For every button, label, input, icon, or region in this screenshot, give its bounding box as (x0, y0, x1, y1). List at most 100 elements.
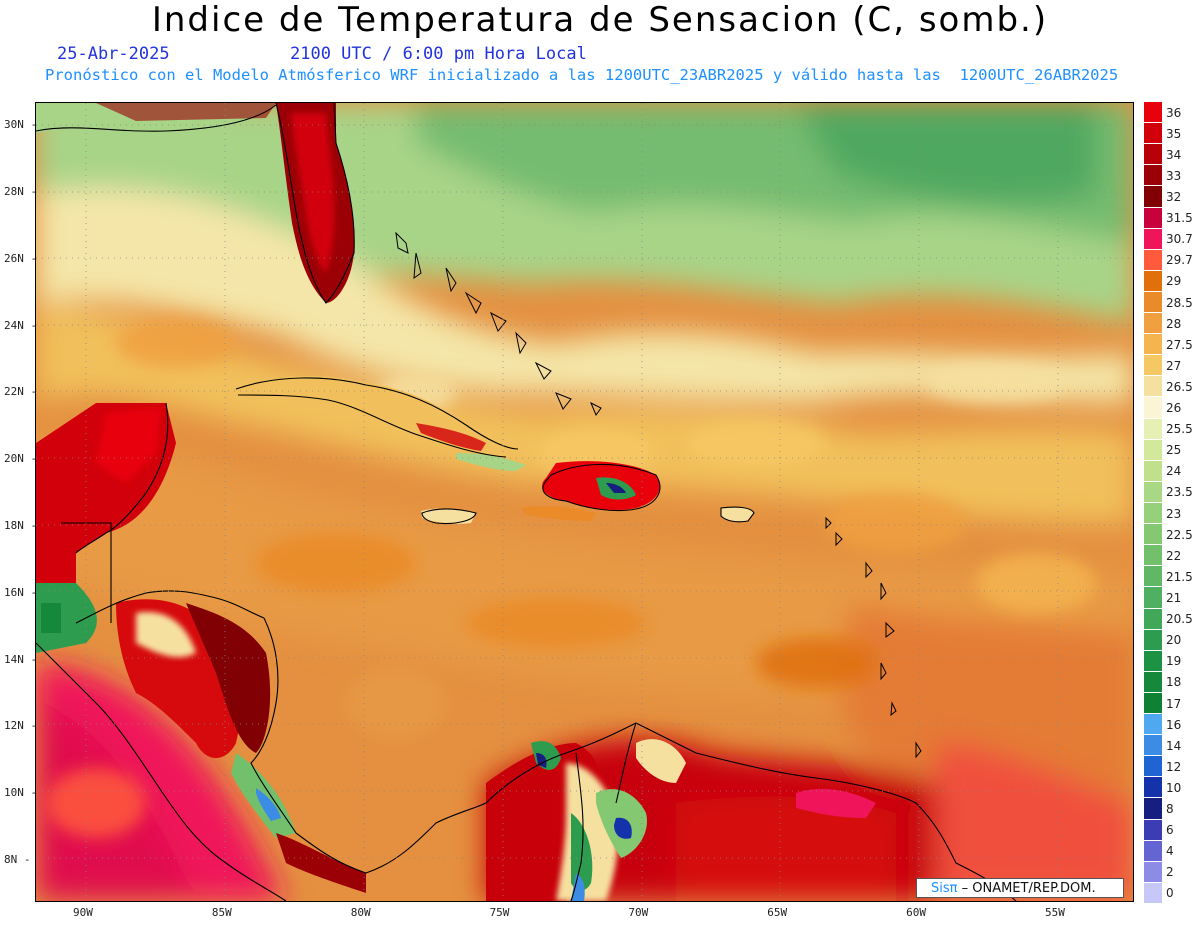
legend-level-label: 30.7 (1166, 232, 1193, 247)
legend-swatch (1144, 608, 1162, 630)
legend-level-label: 23.5 (1166, 485, 1193, 500)
legend-swatch (1144, 735, 1162, 757)
lat-tick-label: 24N - (4, 318, 38, 332)
legend-swatch (1144, 650, 1162, 672)
legend-swatch (1144, 228, 1162, 250)
legend-swatch (1144, 376, 1162, 398)
legend-swatch (1144, 629, 1162, 651)
legend-level-label: 19 (1166, 654, 1182, 669)
legend-swatch (1144, 418, 1162, 440)
lat-tick-label: 12N - (4, 719, 38, 733)
legend-level-label: 35 (1166, 126, 1182, 141)
lat-tick-label: 22N - (4, 385, 38, 399)
legend-level-label: 12 (1166, 759, 1182, 774)
legend-level-label: 27.5 (1166, 337, 1193, 352)
legend-level-label: 26.5 (1166, 379, 1193, 394)
legend-swatch (1144, 144, 1162, 166)
legend-level-label: 20.5 (1166, 612, 1193, 627)
legend-swatch (1144, 861, 1162, 883)
legend-level-label: 28 (1166, 316, 1182, 331)
legend-swatch (1144, 102, 1162, 124)
legend-level-label: 34 (1166, 147, 1182, 162)
legend-swatch (1144, 671, 1162, 693)
credit-text: – ONAMET/REP.DOM. (957, 881, 1096, 896)
forecast-date: 25-Abr-2025 (57, 44, 170, 64)
legend-level-label: 22 (1166, 548, 1182, 563)
legend-level-label: 21 (1166, 590, 1182, 605)
legend-level-label: 32 (1166, 189, 1182, 204)
legend-level-label: 22.5 (1166, 527, 1193, 542)
lon-tick-label: 75W (489, 906, 510, 919)
legend-swatch (1144, 207, 1162, 229)
islands (395, 231, 922, 759)
legend-level-label: 6 (1166, 823, 1174, 838)
legend-swatch (1144, 481, 1162, 503)
model-note: Pronóstico con el Modelo Atmósferico WRF… (45, 66, 1119, 84)
legend-swatch (1144, 355, 1162, 377)
legend-level-label: 25.5 (1166, 422, 1193, 437)
lat-tick-label: 30N - (4, 118, 38, 132)
legend-level-label: 17 (1166, 696, 1182, 711)
lon-tick-label: 60W (906, 906, 927, 919)
legend-swatch (1144, 524, 1162, 546)
legend-level-label: 0 (1166, 886, 1174, 901)
legend-level-label: 26 (1166, 401, 1182, 416)
greater-antilles-land (236, 376, 754, 524)
legend-level-label: 16 (1166, 717, 1182, 732)
legend-swatch (1144, 249, 1162, 271)
legend-level-label: 29 (1166, 274, 1182, 289)
legend-swatch (1144, 714, 1162, 736)
lat-tick-label: 16N - (4, 585, 38, 599)
legend-level-label: 33 (1166, 168, 1182, 183)
color-legend (1144, 102, 1162, 904)
lat-tick-label: 14N - (4, 652, 38, 666)
legend-swatch (1144, 460, 1162, 482)
credit-box: Sisπ – ONAMET/REP.DOM. (916, 878, 1124, 898)
lon-tick-label: 85W (211, 906, 232, 919)
legend-swatch (1144, 819, 1162, 841)
legend-swatch (1144, 798, 1162, 820)
graticule (36, 103, 1133, 901)
legend-swatch (1144, 756, 1162, 778)
credit-brand: Sisπ (931, 881, 958, 896)
legend-swatch (1144, 186, 1162, 208)
map-panel (35, 102, 1134, 902)
legend-level-label: 31.5 (1166, 211, 1193, 226)
legend-level-label: 24 (1166, 464, 1182, 479)
legend-level-label: 14 (1166, 738, 1182, 753)
legend-swatch (1144, 397, 1162, 419)
texture-blobs (46, 318, 1096, 838)
map-title: Indice de Temperatura de Sensacion (C, s… (151, 0, 1049, 40)
lon-tick-label: 90W (72, 906, 93, 919)
legend-level-label: 25 (1166, 443, 1182, 458)
legend-level-label: 36 (1166, 105, 1182, 120)
lon-tick-label: 55W (1045, 906, 1065, 919)
lat-tick-label: 26N - (4, 251, 38, 265)
legend-level-label: 8 (1166, 802, 1174, 817)
lat-tick-label: 18N - (4, 519, 38, 533)
lat-tick-label: 28N - (4, 185, 38, 199)
legend-swatch (1144, 165, 1162, 187)
legend-level-label: 4 (1166, 844, 1174, 859)
legend-swatch (1144, 270, 1162, 292)
lat-tick-label: 10N - (4, 786, 38, 800)
legend-level-label: 29.7 (1166, 253, 1193, 268)
legend-swatch (1144, 882, 1162, 904)
legend-swatch (1144, 291, 1162, 314)
legend-swatch (1144, 545, 1162, 567)
legend-level-label: 23 (1166, 506, 1182, 521)
lat-tick-label: 20N - (4, 452, 38, 466)
legend-swatch (1144, 587, 1162, 609)
legend-swatch (1144, 503, 1162, 525)
legend-swatch (1144, 313, 1162, 335)
legend-level-label: 27 (1166, 358, 1182, 373)
coastlines (36, 103, 1017, 901)
forecast-time: 2100 UTC / 6:00 pm Hora Local (290, 44, 587, 64)
legend-swatch (1144, 777, 1162, 799)
lat-tick-label: 8N - (4, 852, 31, 866)
legend-level-label: 28.5 (1166, 295, 1193, 310)
legend-level-label: 20 (1166, 633, 1182, 648)
lon-tick-label: 65W (767, 906, 788, 919)
legend-swatch (1144, 692, 1162, 715)
legend-swatch (1144, 840, 1162, 862)
